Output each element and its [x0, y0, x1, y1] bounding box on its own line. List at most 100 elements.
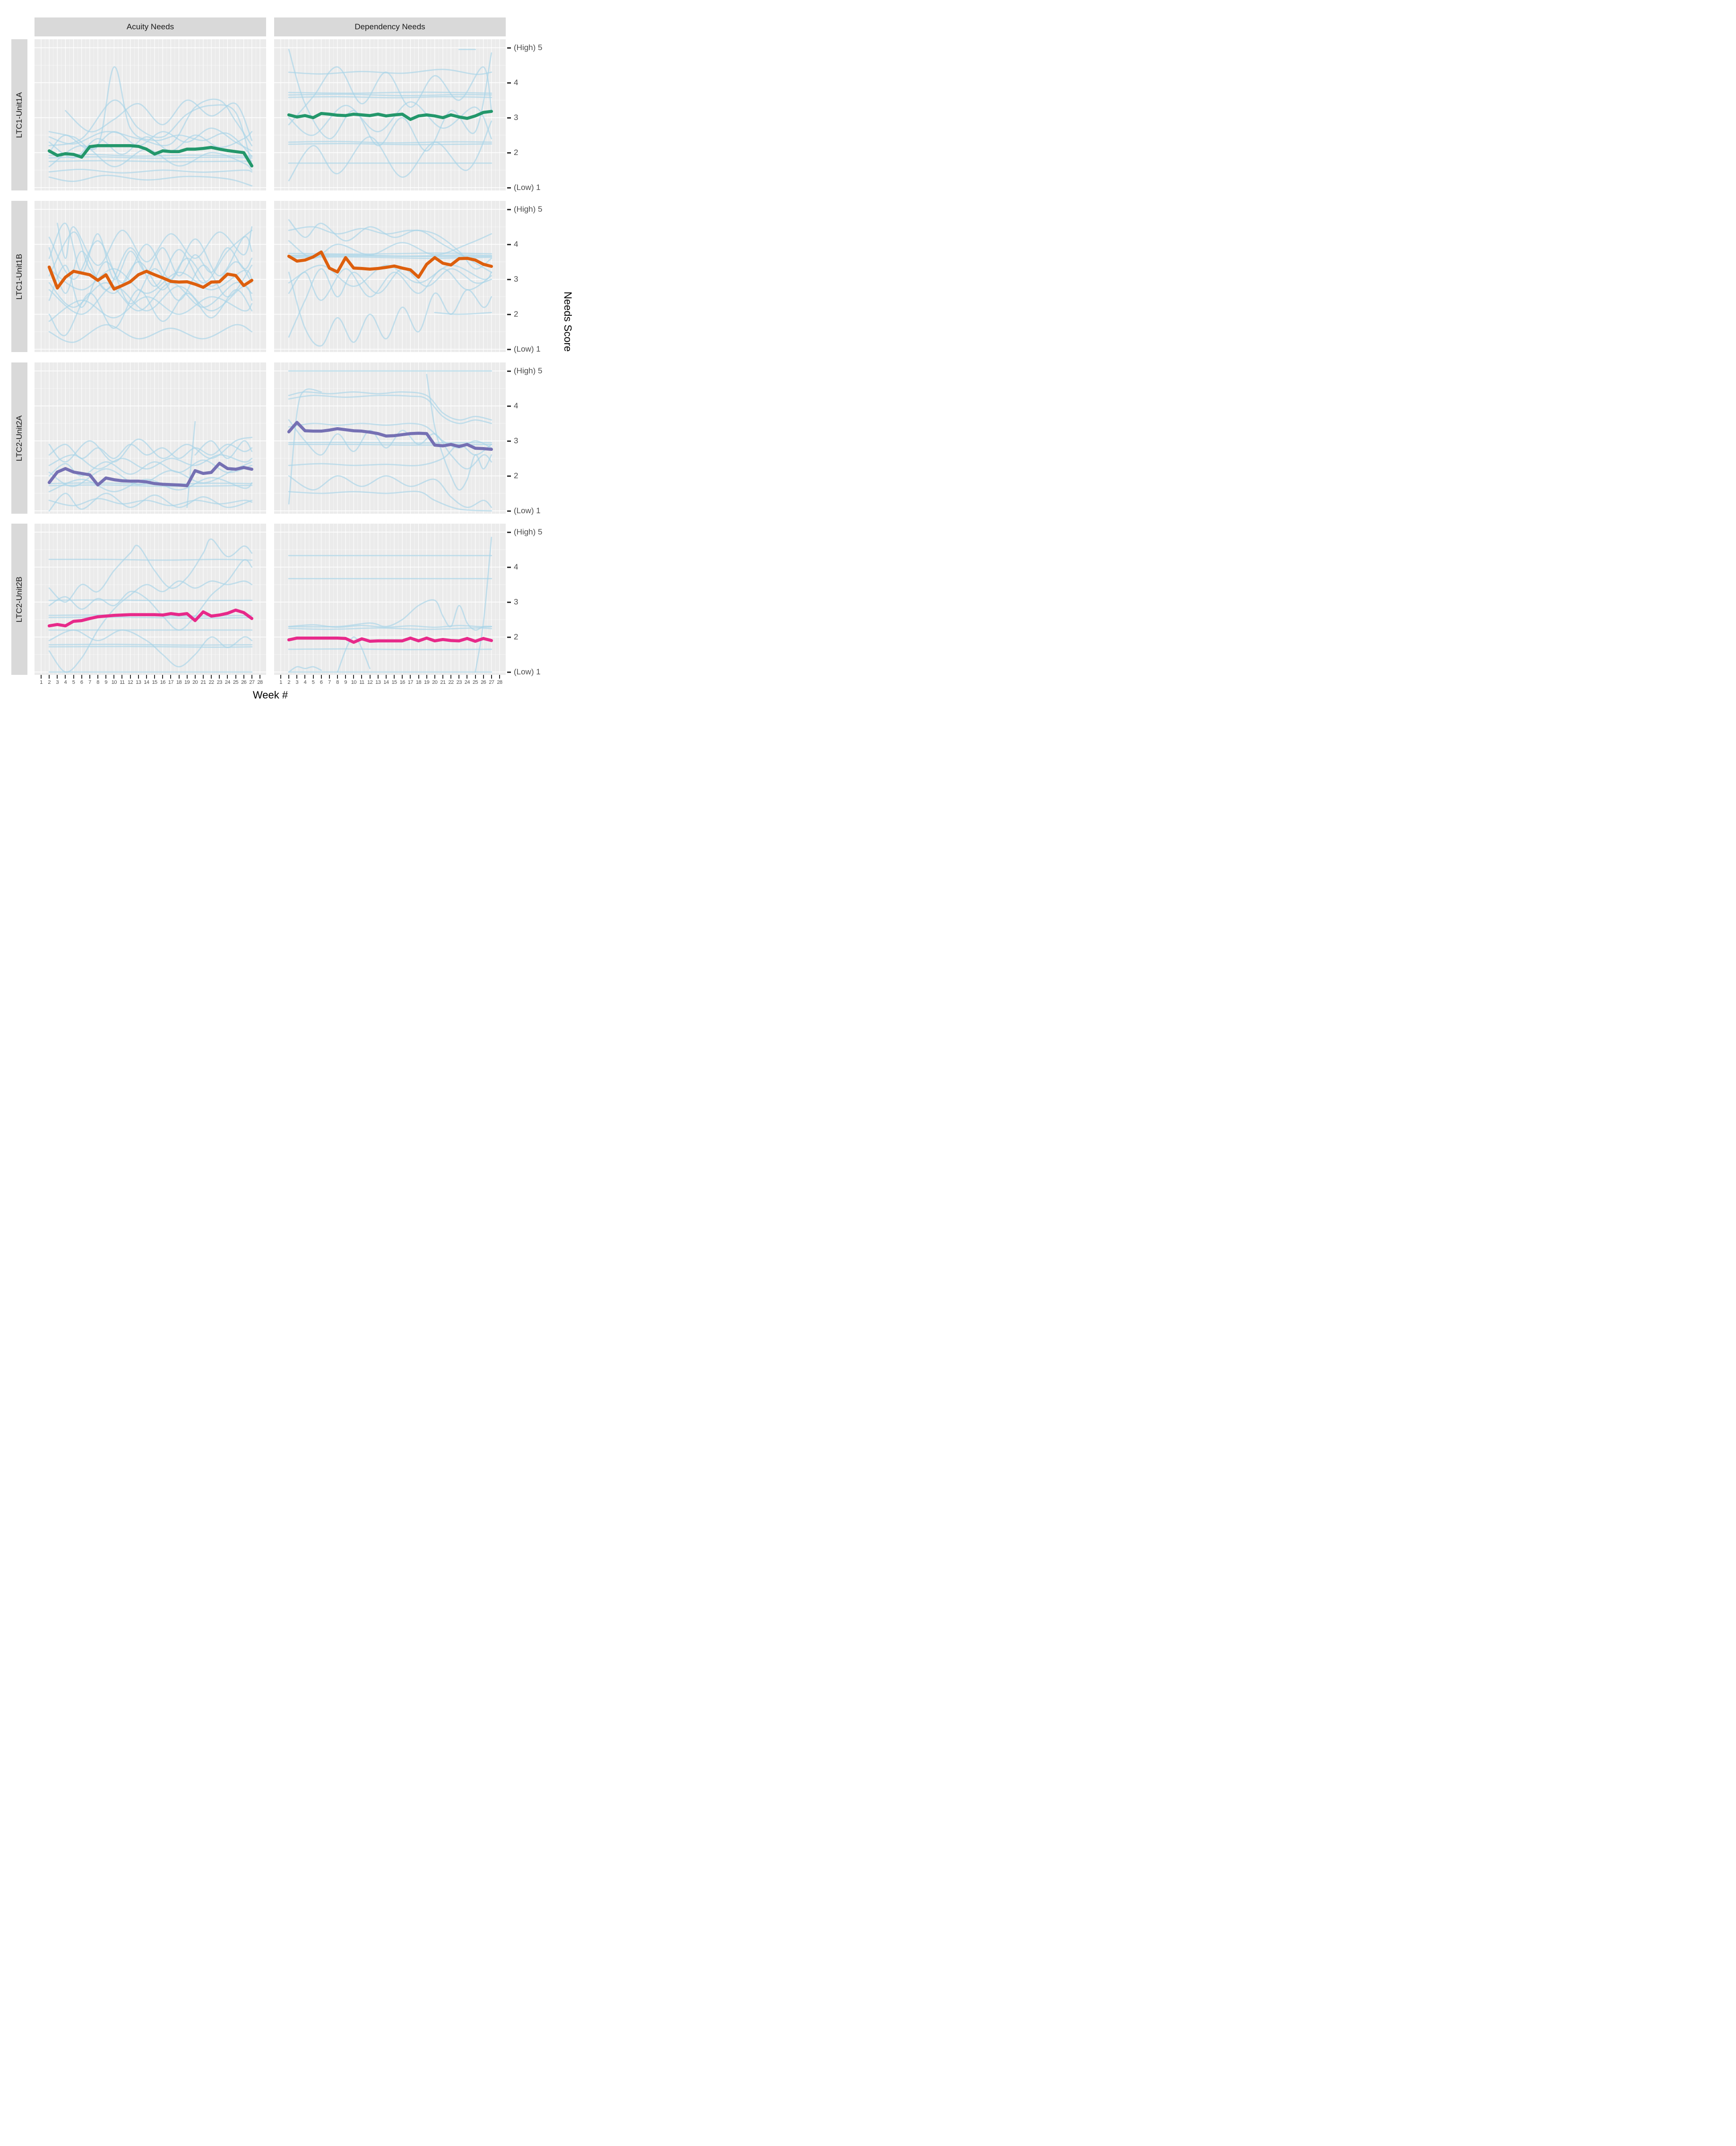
- x-axis-tick-label: 24: [464, 680, 470, 685]
- x-axis-tick-mark: [243, 675, 244, 679]
- resident-trajectory-line: [48, 324, 253, 343]
- facet-row-header: LTC2-Unit2A: [11, 362, 27, 514]
- x-axis-tick-mark: [328, 675, 330, 679]
- x-axis-tick-mark: [81, 675, 82, 679]
- x-axis-tick-label: 9: [344, 680, 347, 685]
- y-axis-tick-mark: [507, 671, 511, 673]
- x-axis-tick-mark: [41, 675, 42, 679]
- x-axis-tick-mark: [402, 675, 403, 679]
- y-axis-tick-mark: [507, 531, 511, 533]
- unit-mean-line: [287, 636, 493, 644]
- x-axis-tick-label: 7: [88, 680, 91, 685]
- x-axis-tick-label: 5: [72, 680, 75, 685]
- y-axis-tick-label: (High) 5: [514, 366, 543, 375]
- y-axis-tick-mark: [507, 636, 511, 638]
- y-axis-tick-mark: [507, 278, 511, 280]
- resident-trajectory-line: [48, 261, 253, 308]
- x-axis-tick-label: 21: [440, 680, 446, 685]
- resident-trajectory-line: [48, 616, 253, 619]
- panel-background: [35, 362, 266, 514]
- x-axis-tick-mark: [410, 675, 411, 679]
- x-axis-tick-mark: [312, 675, 314, 679]
- facet-column-header-label: Acuity Needs: [126, 22, 174, 31]
- unit-mean-line: [47, 462, 254, 487]
- y-axis-tick-mark: [507, 187, 511, 189]
- y-axis-tick-mark: [507, 152, 511, 154]
- resident-trajectory-line: [288, 69, 492, 75]
- x-axis-tick-label: 2: [287, 680, 290, 685]
- x-axis-tick-label: 27: [489, 680, 494, 685]
- resident-trajectory-line: [288, 599, 492, 631]
- x-axis-tick-mark: [202, 675, 204, 679]
- resident-trajectory-line: [288, 444, 492, 466]
- facet-panel-1-acuity: [35, 39, 266, 190]
- resident-trajectory-line: [48, 160, 253, 163]
- resident-trajectory-line: [337, 636, 371, 673]
- x-axis-tick-label: 25: [472, 680, 478, 685]
- x-axis-tick-label: 21: [200, 680, 206, 685]
- resident-trajectory-line: [288, 391, 492, 421]
- resident-trajectory-line: [48, 492, 253, 512]
- resident-trajectory-line: [48, 174, 253, 187]
- resident-trajectory-line: [48, 454, 253, 470]
- y-axis-tick-mark: [507, 405, 511, 407]
- x-axis-tick-label: 4: [303, 680, 307, 685]
- x-axis-tick-mark: [458, 675, 460, 679]
- resident-trajectory-line: [288, 666, 322, 673]
- x-axis-tick-mark: [442, 675, 443, 679]
- resident-trajectory-line: [288, 219, 492, 273]
- y-axis-tick-label: 3: [514, 436, 518, 445]
- resident-trajectory-line: [48, 154, 253, 157]
- x-axis-tick-label: 11: [120, 680, 125, 685]
- x-axis-tick-label: 14: [383, 680, 389, 685]
- y-axis-tick-label: 2: [514, 310, 518, 319]
- panel-background: [274, 362, 506, 514]
- facet-column-header-label: Dependency Needs: [354, 22, 425, 31]
- y-axis-tick-mark: [507, 208, 511, 210]
- resident-trajectory-line: [56, 223, 253, 266]
- resident-trajectory-line: [48, 538, 253, 603]
- resident-trajectory-line: [288, 143, 492, 146]
- resident-trajectory-line: [288, 491, 492, 512]
- facet-panel-svg: [274, 201, 506, 352]
- x-axis-tick-mark: [89, 675, 90, 679]
- resident-trajectory-line: [48, 580, 253, 673]
- panel-background: [274, 524, 506, 675]
- y-axis-tick-label: (High) 5: [514, 43, 543, 52]
- x-axis-tick-mark: [73, 675, 74, 679]
- y-axis-tick-label: 4: [514, 240, 518, 249]
- unit-mean-line: [287, 110, 493, 121]
- facet-row-header: LTC2-Unit2B: [11, 524, 27, 675]
- x-axis-tick-label: 8: [96, 680, 99, 685]
- x-axis-tick-label: 26: [481, 680, 486, 685]
- resident-trajectory-line: [48, 629, 253, 668]
- resident-trajectory-line: [288, 140, 492, 144]
- x-axis-tick-label: 19: [184, 680, 190, 685]
- facet-panel-2-dependency: [274, 201, 506, 352]
- y-axis-tick-mark: [507, 475, 511, 477]
- x-axis-tick-mark: [369, 675, 371, 679]
- x-axis-tick-label: 3: [295, 680, 299, 685]
- x-axis-tick-label: 7: [328, 680, 331, 685]
- y-axis-tick-label: 4: [514, 401, 518, 410]
- x-axis-tick-mark: [418, 675, 419, 679]
- resident-trajectory-line: [48, 289, 253, 336]
- resident-trajectory-line: [288, 91, 492, 94]
- x-axis-tick-label: 16: [399, 680, 406, 685]
- x-axis-tick-mark: [466, 675, 468, 679]
- resident-trajectory-line: [65, 99, 253, 141]
- y-axis-tick-mark: [507, 82, 511, 84]
- resident-trajectory-line: [288, 101, 492, 139]
- x-axis-tick-label: 12: [367, 680, 373, 685]
- x-axis-tick-label: 9: [104, 680, 107, 685]
- x-axis-tick-mark: [146, 675, 147, 679]
- x-axis-tick-mark: [219, 675, 220, 679]
- facet-panel-3-acuity: [35, 362, 266, 514]
- x-axis-title: Week #: [252, 689, 288, 701]
- x-axis-tick-mark: [57, 675, 58, 679]
- facet-panel-svg: [35, 201, 266, 352]
- x-axis-tick-label: 23: [456, 680, 462, 685]
- facet-row-header: LTC1-Unit1A: [11, 39, 27, 190]
- facet-panel-svg: [274, 524, 506, 675]
- y-axis-tick-label: (High) 5: [514, 527, 543, 536]
